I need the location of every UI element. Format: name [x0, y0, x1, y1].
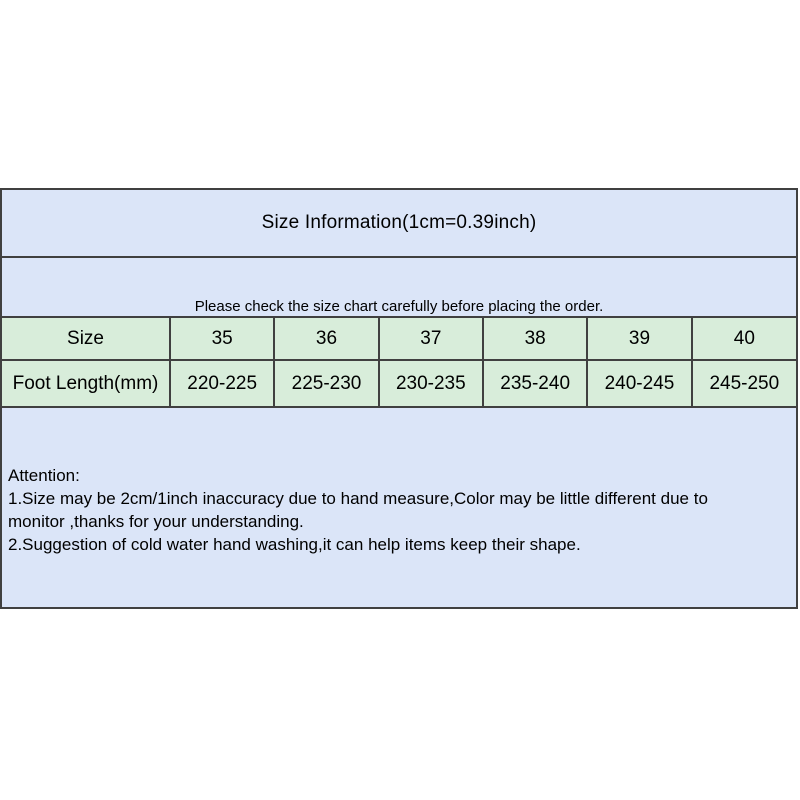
foot-length-cell: 220-225 [168, 359, 276, 408]
foot-length-cell: 225-230 [273, 359, 380, 408]
size-cell: 40 [690, 316, 796, 361]
size-cell: 36 [273, 316, 380, 361]
attention-heading: Attention: [8, 466, 80, 485]
size-table: Size 35 36 37 38 39 40 Foot Length(mm) 2… [2, 316, 796, 408]
attention-line: 2.Suggestion of cold water hand washing,… [8, 535, 581, 554]
attention-block: Attention: 1.Size may be 2cm/1inch inacc… [2, 408, 796, 607]
table-row-size: Size 35 36 37 38 39 40 [2, 316, 796, 361]
size-chart-panel: Size Information(1cm=0.39inch) Please ch… [0, 188, 798, 609]
panel-header: Size Information(1cm=0.39inch) [2, 190, 796, 258]
foot-length-cell: 245-250 [690, 359, 796, 408]
page-title: Size Information(1cm=0.39inch) [261, 212, 537, 233]
attention-line: 1.Size may be 2cm/1inch inaccuracy due t… [8, 489, 708, 508]
size-cell: 38 [481, 316, 589, 361]
size-cell: 37 [377, 316, 484, 361]
size-cell: 35 [168, 316, 276, 361]
notice-text: Please check the size chart carefully be… [194, 298, 604, 315]
foot-length-cell: 235-240 [481, 359, 589, 408]
notice-bar: Please check the size chart carefully be… [2, 258, 796, 316]
foot-length-cell: 240-245 [586, 359, 693, 408]
attention-line: monitor ,thanks for your understanding. [8, 512, 304, 531]
foot-length-cell: 230-235 [377, 359, 484, 408]
table-row-foot-length: Foot Length(mm) 220-225 225-230 230-235 … [2, 359, 796, 408]
size-cell: 39 [586, 316, 693, 361]
row-header-size: Size [2, 316, 171, 361]
row-header-foot-length: Foot Length(mm) [2, 359, 171, 408]
